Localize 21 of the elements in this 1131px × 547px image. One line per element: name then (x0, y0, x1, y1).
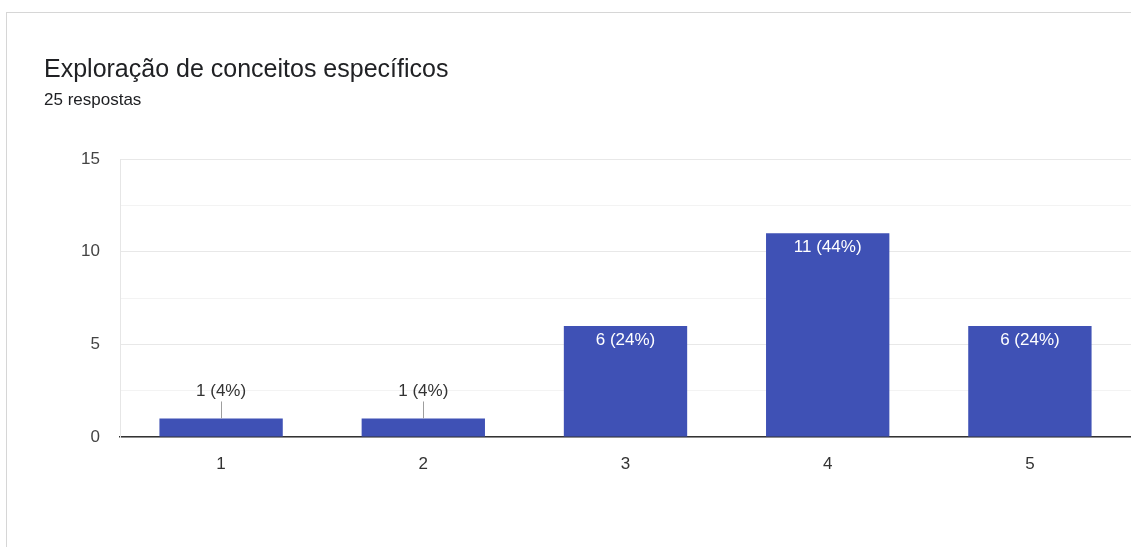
bar (563, 325, 688, 437)
y-tick-label: 5 (90, 334, 100, 354)
chart-subtitle: 25 respostas (44, 90, 142, 110)
data-label: 6 (24%) (595, 329, 656, 349)
x-tick-label: 1 (216, 453, 226, 473)
x-tick-label: 2 (418, 453, 429, 473)
y-tick-label: 10 (81, 241, 100, 261)
data-label: 6 (24%) (1000, 329, 1060, 349)
data-label: 1 (4%) (196, 381, 247, 401)
chart-title: Exploração de conceitos específicos (44, 54, 449, 82)
data-label: 1 (4%) (398, 381, 449, 401)
bar (361, 418, 485, 437)
bar (968, 325, 1092, 437)
y-tick-label: 15 (81, 148, 100, 168)
data-label: 11 (44%) (793, 236, 862, 256)
x-tick-label: 4 (822, 453, 833, 473)
x-tick-label: 3 (620, 453, 631, 473)
bar (766, 233, 890, 437)
y-tick-label: 0 (90, 426, 100, 446)
bar (159, 418, 283, 437)
x-tick-label: 5 (1025, 453, 1035, 473)
